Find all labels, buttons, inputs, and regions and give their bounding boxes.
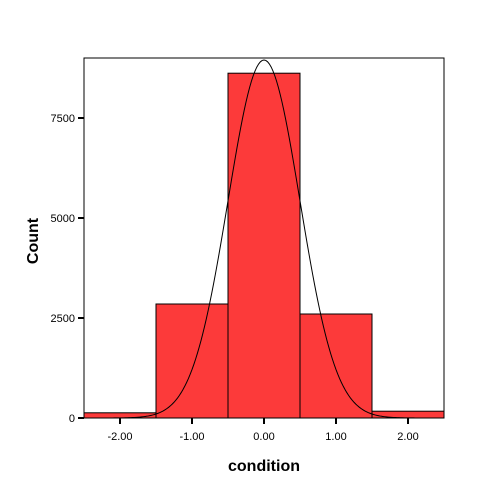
x-tick-label: 0.00 <box>253 431 274 443</box>
histogram-bar-1 <box>83 412 157 419</box>
histogram-bar-3 <box>227 72 301 419</box>
x-tick-label: 1.00 <box>325 431 346 443</box>
y-tick-label: 2500 <box>51 313 75 325</box>
y-tick-label: 0 <box>69 413 75 425</box>
normal-curve-line <box>84 59 444 419</box>
x-axis: -2.00 -1.00 0.00 1.00 2.00 <box>107 418 419 443</box>
histogram-bar-5 <box>371 410 445 419</box>
x-tick-label: -2.00 <box>107 431 132 443</box>
histogram-bar-4 <box>299 313 373 419</box>
histogram-bar-2 <box>155 303 229 419</box>
y-tick-label: 5000 <box>51 213 75 225</box>
x-tick-label: -1.00 <box>179 431 204 443</box>
y-axis: 0 2500 5000 7500 <box>51 113 84 425</box>
x-axis-title: condition <box>228 458 300 475</box>
normal-curve-group <box>84 59 444 419</box>
y-tick-label: 7500 <box>51 113 75 125</box>
y-axis-title: Count <box>25 217 42 264</box>
x-tick-label: 2.00 <box>397 431 418 443</box>
